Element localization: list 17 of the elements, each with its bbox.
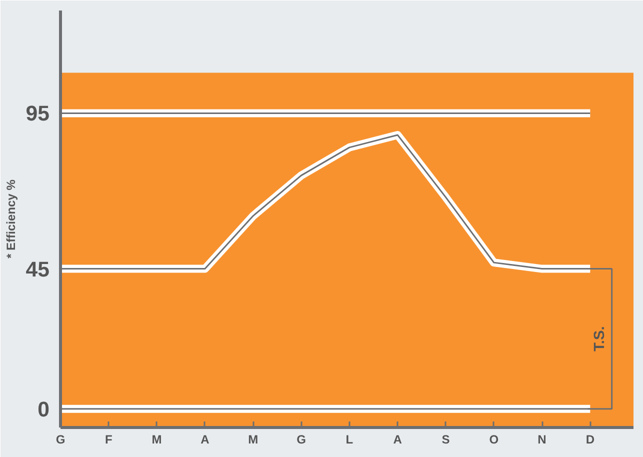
x-tick-label: M [152,432,162,446]
annotation: T.S. [592,326,608,352]
y-tick-label: 45 [26,257,50,282]
x-tick-label: A [393,432,402,446]
x-tick-label: L [346,432,354,446]
x-tick-label: F [104,432,112,446]
x-tick-label: A [200,432,210,446]
x-tick-label: S [442,432,450,446]
y-tick-label: 0 [38,397,50,422]
x-tick-label: G [56,432,66,446]
y-tick-label: 95 [26,102,50,126]
x-tick-label: M [248,432,258,446]
x-tick-label: G [296,432,306,446]
y-axis-title: * Efficiency % [4,179,18,258]
x-tick-label: O [489,432,499,446]
x-tick-label: D [586,432,595,446]
x-tick-label: N [538,432,546,446]
